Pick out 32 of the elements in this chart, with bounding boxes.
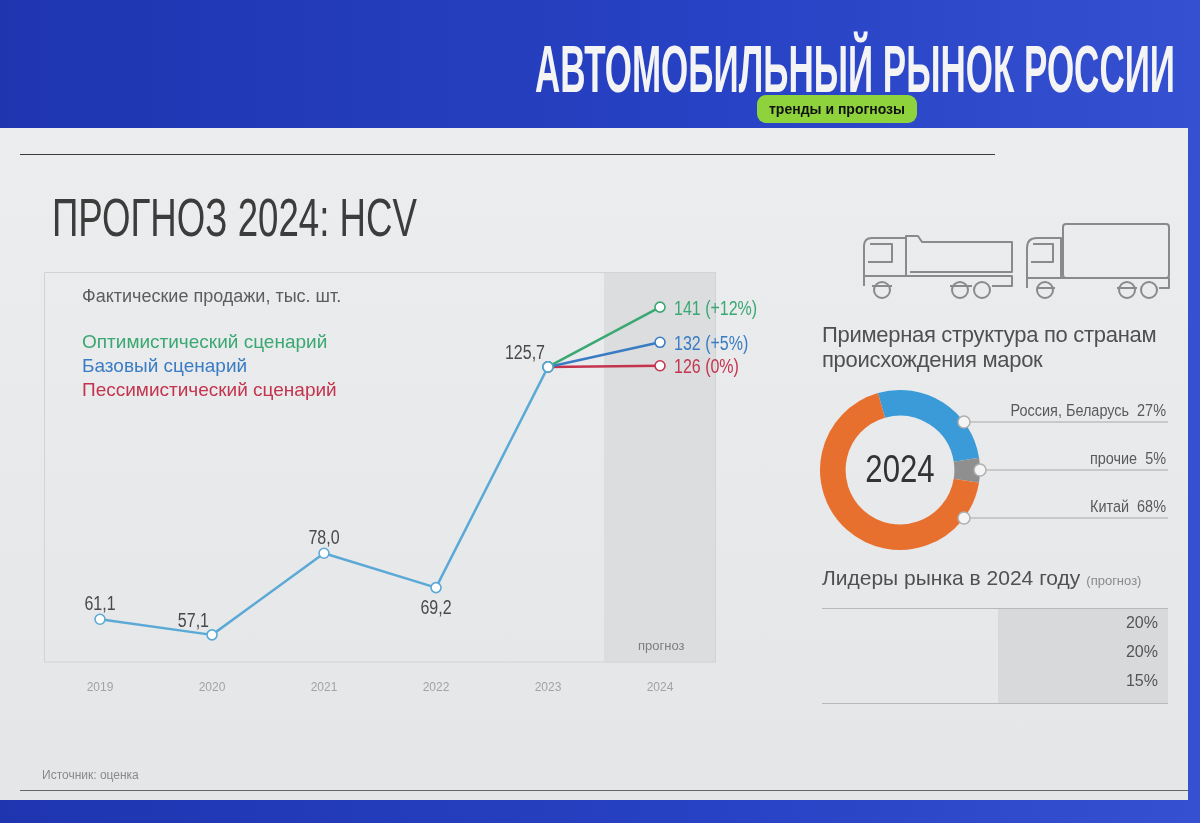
chart-title: ПРОГНОЗ 2024: HCV [52,187,417,247]
text: 15% [1125,672,1158,690]
x-tick-label: 2021 [310,680,338,695]
text: (прогноз) [1086,573,1142,588]
chart-title: Примерная структура по странам происхождения марок [822,322,1158,372]
text: Оптимистический сценарий [82,330,329,354]
legend-title: Фактические продажи, тыс. шт. [82,285,342,308]
data-label: 125,7 [504,341,546,364]
x-tick-label: 2019 [86,680,114,695]
text: Пессимистический сценарий [82,378,338,402]
data-label: 141 (+12%) [674,296,758,320]
x-tick-label: 2020 [198,680,226,695]
text: Источник: оценка [42,768,139,782]
data-label: 132 (+5%) [674,332,749,355]
text: 20% [1125,614,1158,632]
slice-label: Россия, Беларусь 27% [1010,400,1166,420]
data-label: 126 (0%) [674,355,739,378]
data-label: 57,1 [177,609,209,632]
x-tick-label: 2022 [422,680,450,695]
data-label: 61,1 [84,592,116,615]
slice-label: прочие 5% [1089,448,1166,468]
text: Базовый сценарий [82,354,249,378]
text: прогноз [638,638,685,653]
data-label: 69,2 [420,595,452,619]
slice-label: Китай 68% [1090,496,1166,516]
text: 20% [1125,643,1158,661]
x-tick-label: 2023 [534,680,562,695]
x-tick-label: 2024 [646,680,674,695]
text: тренды и прогнозы [757,95,918,123]
text: Лидеры рынка в 2024 году [822,566,1081,589]
text: 2024 [865,448,935,491]
data-label: 78,0 [308,526,340,549]
